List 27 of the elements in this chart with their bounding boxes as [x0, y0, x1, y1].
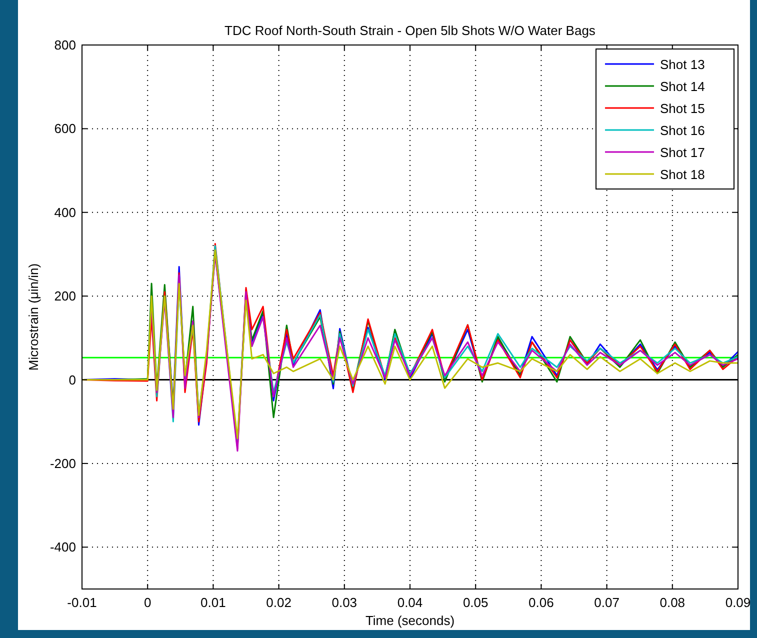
legend-label: Shot 14: [660, 79, 705, 94]
legend-label: Shot 16: [660, 123, 705, 138]
x-tick-label: 0.03: [332, 595, 358, 610]
x-tick-label: 0.02: [266, 595, 292, 610]
y-tick-label: 800: [54, 38, 76, 52]
chart-title: TDC Roof North-South Strain - Open 5lb Shots W/O Water Bags: [224, 23, 596, 38]
x-tick-label: -0.01: [67, 595, 97, 610]
legend-label: Shot 15: [660, 101, 705, 116]
y-axis-title: Microstrain (μin/in): [26, 263, 41, 371]
y-tick-label: -400: [50, 540, 76, 555]
legend-label: Shot 18: [660, 167, 705, 182]
y-tick-label: 200: [54, 288, 76, 304]
legend-label: Shot 13: [660, 57, 705, 72]
x-axis-title: Time (seconds): [365, 613, 455, 628]
x-tick-label: 0.06: [528, 595, 554, 610]
legend-label: Shot 17: [660, 145, 705, 160]
x-tick-label: 0.07: [594, 595, 620, 610]
y-tick-label: 400: [54, 204, 76, 220]
x-tick-label: 0.05: [462, 595, 488, 610]
x-tick-label: 0.09: [725, 595, 751, 610]
x-tick-label: 0.08: [660, 595, 686, 610]
x-tick-label: 0: [144, 595, 152, 610]
y-tick-label: -200: [50, 456, 76, 471]
y-tick-label: 0: [68, 372, 76, 388]
x-tick-label: 0.01: [200, 595, 226, 610]
y-tick-label: 600: [54, 121, 76, 136]
x-tick-label: 0.04: [397, 595, 423, 610]
